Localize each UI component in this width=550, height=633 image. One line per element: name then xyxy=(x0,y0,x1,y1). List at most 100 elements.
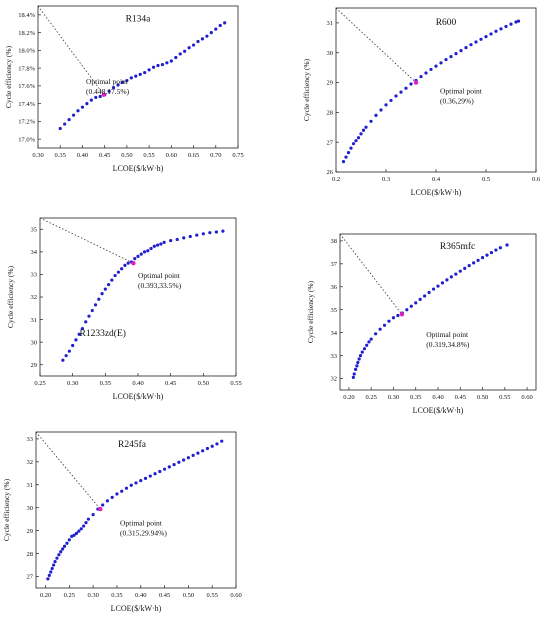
data-point xyxy=(214,230,218,234)
data-point xyxy=(120,80,125,84)
data-point xyxy=(499,27,503,31)
data-point xyxy=(364,125,368,129)
data-point xyxy=(71,343,75,348)
chart-r600-svg: 0.2 0.3 0.4 0.5 0.6 26 27 28 29 30 31 LCOE($/kW·h) C… xyxy=(302,7,541,197)
data-point xyxy=(113,273,117,278)
data-point xyxy=(93,303,98,307)
data-point xyxy=(209,31,213,35)
data-point xyxy=(72,533,76,537)
x-tick-label: 0.55 xyxy=(499,394,510,401)
x-tick-label: 0.50 xyxy=(198,380,209,387)
data-point xyxy=(467,264,471,268)
data-point xyxy=(152,244,156,248)
data-point xyxy=(196,39,200,44)
y-axis-label: Cycle efficiency (%) xyxy=(4,45,13,108)
x-tick-label: 0.20 xyxy=(40,592,51,599)
data-point xyxy=(124,486,129,490)
data-point xyxy=(399,90,403,94)
data-point xyxy=(153,472,157,476)
data-point xyxy=(200,37,205,41)
y-tick-label: 35 xyxy=(31,226,38,233)
data-point xyxy=(138,72,142,76)
data-point xyxy=(396,313,400,318)
data-point xyxy=(367,340,371,344)
data-point xyxy=(94,95,98,100)
y-tick-label: 33 xyxy=(331,353,338,360)
y-tick-label: 27 xyxy=(27,574,34,581)
data-point xyxy=(356,360,360,365)
data-point xyxy=(480,256,485,260)
data-point xyxy=(71,113,76,117)
data-point xyxy=(142,250,147,254)
data-point xyxy=(129,483,133,487)
x-tick-label: 0.50 xyxy=(477,394,488,401)
x-tick-label: 0.60 xyxy=(230,592,241,599)
data-point xyxy=(427,290,431,295)
y-tick-label: 30 xyxy=(31,339,38,346)
y-tick-label: 34 xyxy=(331,330,338,337)
data-point xyxy=(84,320,88,324)
x-tick-label: 0.75 xyxy=(232,152,243,159)
data-point xyxy=(63,122,67,126)
data-point xyxy=(357,357,361,361)
x-tick-label: 0.3 xyxy=(382,176,390,183)
data-point xyxy=(90,308,94,313)
data-point xyxy=(459,49,463,53)
y-tick-label: 31 xyxy=(31,317,38,324)
data-point xyxy=(479,37,483,41)
x-tick-label: 0.45 xyxy=(165,380,176,387)
y-axis-label: Cycle efficiency (%) xyxy=(302,58,311,121)
data-point xyxy=(454,272,458,276)
data-point xyxy=(210,444,214,448)
x-tick-label: 0.55 xyxy=(143,152,154,159)
y-tick-label: 17.2% xyxy=(18,119,35,126)
chart-title: R134a xyxy=(126,14,152,24)
data-point xyxy=(494,29,498,33)
x-tick-label: 0.35 xyxy=(100,380,111,387)
x-axis-label: LCOE($/kW·h) xyxy=(413,406,464,415)
data-point xyxy=(358,353,363,358)
data-point xyxy=(123,263,127,267)
chart-r245fa-svg: 0.20 0.25 0.30 0.35 0.40 0.45 0.50 0.55 0.60 27 28… xyxy=(2,431,242,613)
chart-r1233zd-svg: 0.25 0.30 0.35 0.40 0.45 0.50 0.55 29 30 31 32 33 34… xyxy=(6,217,242,401)
data-point xyxy=(148,474,152,478)
data-point xyxy=(201,449,205,453)
y-tick-label: 29 xyxy=(327,80,334,87)
data-point xyxy=(365,343,369,347)
y-tick-label: 34 xyxy=(31,249,38,256)
data-point xyxy=(449,55,453,59)
data-point xyxy=(409,82,413,86)
data-point xyxy=(59,550,63,554)
x-tick-label: 0.25 xyxy=(365,394,376,401)
data-point xyxy=(167,465,171,469)
optimal-guide-line xyxy=(35,431,101,510)
data-point xyxy=(509,22,513,26)
data-point xyxy=(389,98,393,103)
data-point xyxy=(165,61,169,65)
data-point xyxy=(74,531,79,535)
data-point xyxy=(361,128,366,132)
data-point xyxy=(494,248,498,252)
x-tick-label: 0.40 xyxy=(77,152,88,159)
optimal-point-marker xyxy=(101,92,106,97)
data-point xyxy=(424,71,428,75)
data-point xyxy=(159,242,163,246)
y-axis-label: Cycle efficiency (%) xyxy=(306,280,315,343)
data-point xyxy=(351,375,355,379)
data-point xyxy=(378,327,382,331)
data-point xyxy=(55,556,59,560)
data-point xyxy=(67,118,71,122)
data-point xyxy=(344,155,348,159)
x-tick-label: 0.50 xyxy=(183,592,194,599)
data-point xyxy=(158,469,162,474)
x-tick-label: 0.30 xyxy=(87,592,98,599)
data-point xyxy=(177,460,181,464)
y-tick-label: 17.8% xyxy=(18,65,35,72)
chart-title: R600 xyxy=(436,18,457,28)
x-tick-label: 0.4 xyxy=(432,176,441,183)
y-tick-label: 29 xyxy=(27,528,34,535)
x-tick-label: 0.40 xyxy=(432,394,443,401)
data-point xyxy=(188,234,192,239)
chart-r134a: 0.30 0.35 0.40 0.45 0.50 0.55 0.60 0.65 0.70 0.75… xyxy=(0,0,250,196)
chart-0-frame xyxy=(37,5,239,149)
